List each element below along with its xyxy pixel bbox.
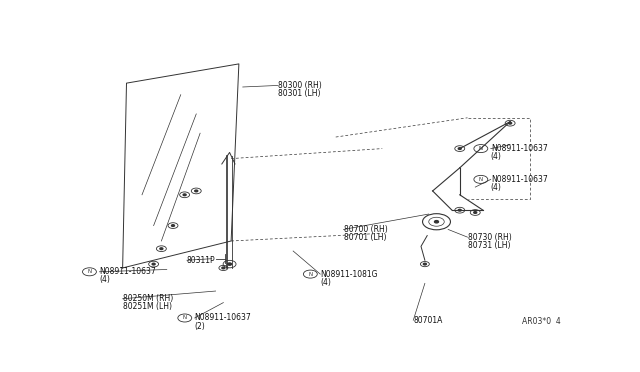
Circle shape: [424, 263, 426, 265]
Circle shape: [509, 122, 511, 124]
Circle shape: [435, 221, 438, 223]
Text: N08911-10637: N08911-10637: [99, 267, 156, 276]
Text: N: N: [182, 315, 187, 321]
Text: N08911-1081G: N08911-1081G: [320, 270, 378, 279]
Text: N: N: [308, 272, 312, 277]
Text: N08911-10637: N08911-10637: [491, 144, 547, 153]
Text: 80250M (RH): 80250M (RH): [123, 294, 173, 303]
Text: 80730 (RH): 80730 (RH): [467, 232, 511, 242]
Circle shape: [160, 248, 163, 250]
Text: 80301 (LH): 80301 (LH): [278, 89, 320, 98]
Text: (4): (4): [320, 278, 331, 286]
Circle shape: [172, 225, 175, 227]
Text: (4): (4): [99, 275, 110, 284]
Text: N: N: [479, 146, 483, 151]
Circle shape: [222, 267, 225, 269]
Text: 80701 (LH): 80701 (LH): [344, 233, 386, 242]
Text: (4): (4): [491, 183, 502, 192]
Text: 80700 (RH): 80700 (RH): [344, 225, 387, 234]
Circle shape: [195, 190, 198, 192]
Text: N08911-10637: N08911-10637: [195, 314, 252, 323]
Text: AR03*0  4: AR03*0 4: [522, 317, 561, 326]
Text: 80300 (RH): 80300 (RH): [278, 81, 321, 90]
Text: 80701A: 80701A: [413, 316, 443, 325]
Text: 80731 (LH): 80731 (LH): [467, 241, 510, 250]
Text: (4): (4): [491, 152, 502, 161]
Text: N: N: [88, 269, 92, 274]
Circle shape: [228, 263, 232, 265]
Text: 80311P: 80311P: [187, 256, 216, 265]
Circle shape: [458, 148, 461, 150]
Circle shape: [152, 263, 155, 265]
Text: N: N: [479, 177, 483, 182]
Circle shape: [183, 194, 186, 196]
Circle shape: [474, 212, 477, 214]
Circle shape: [458, 209, 461, 211]
Text: N08911-10637: N08911-10637: [491, 175, 547, 184]
Text: (2): (2): [195, 321, 205, 330]
Text: 80251M (LH): 80251M (LH): [123, 302, 172, 311]
